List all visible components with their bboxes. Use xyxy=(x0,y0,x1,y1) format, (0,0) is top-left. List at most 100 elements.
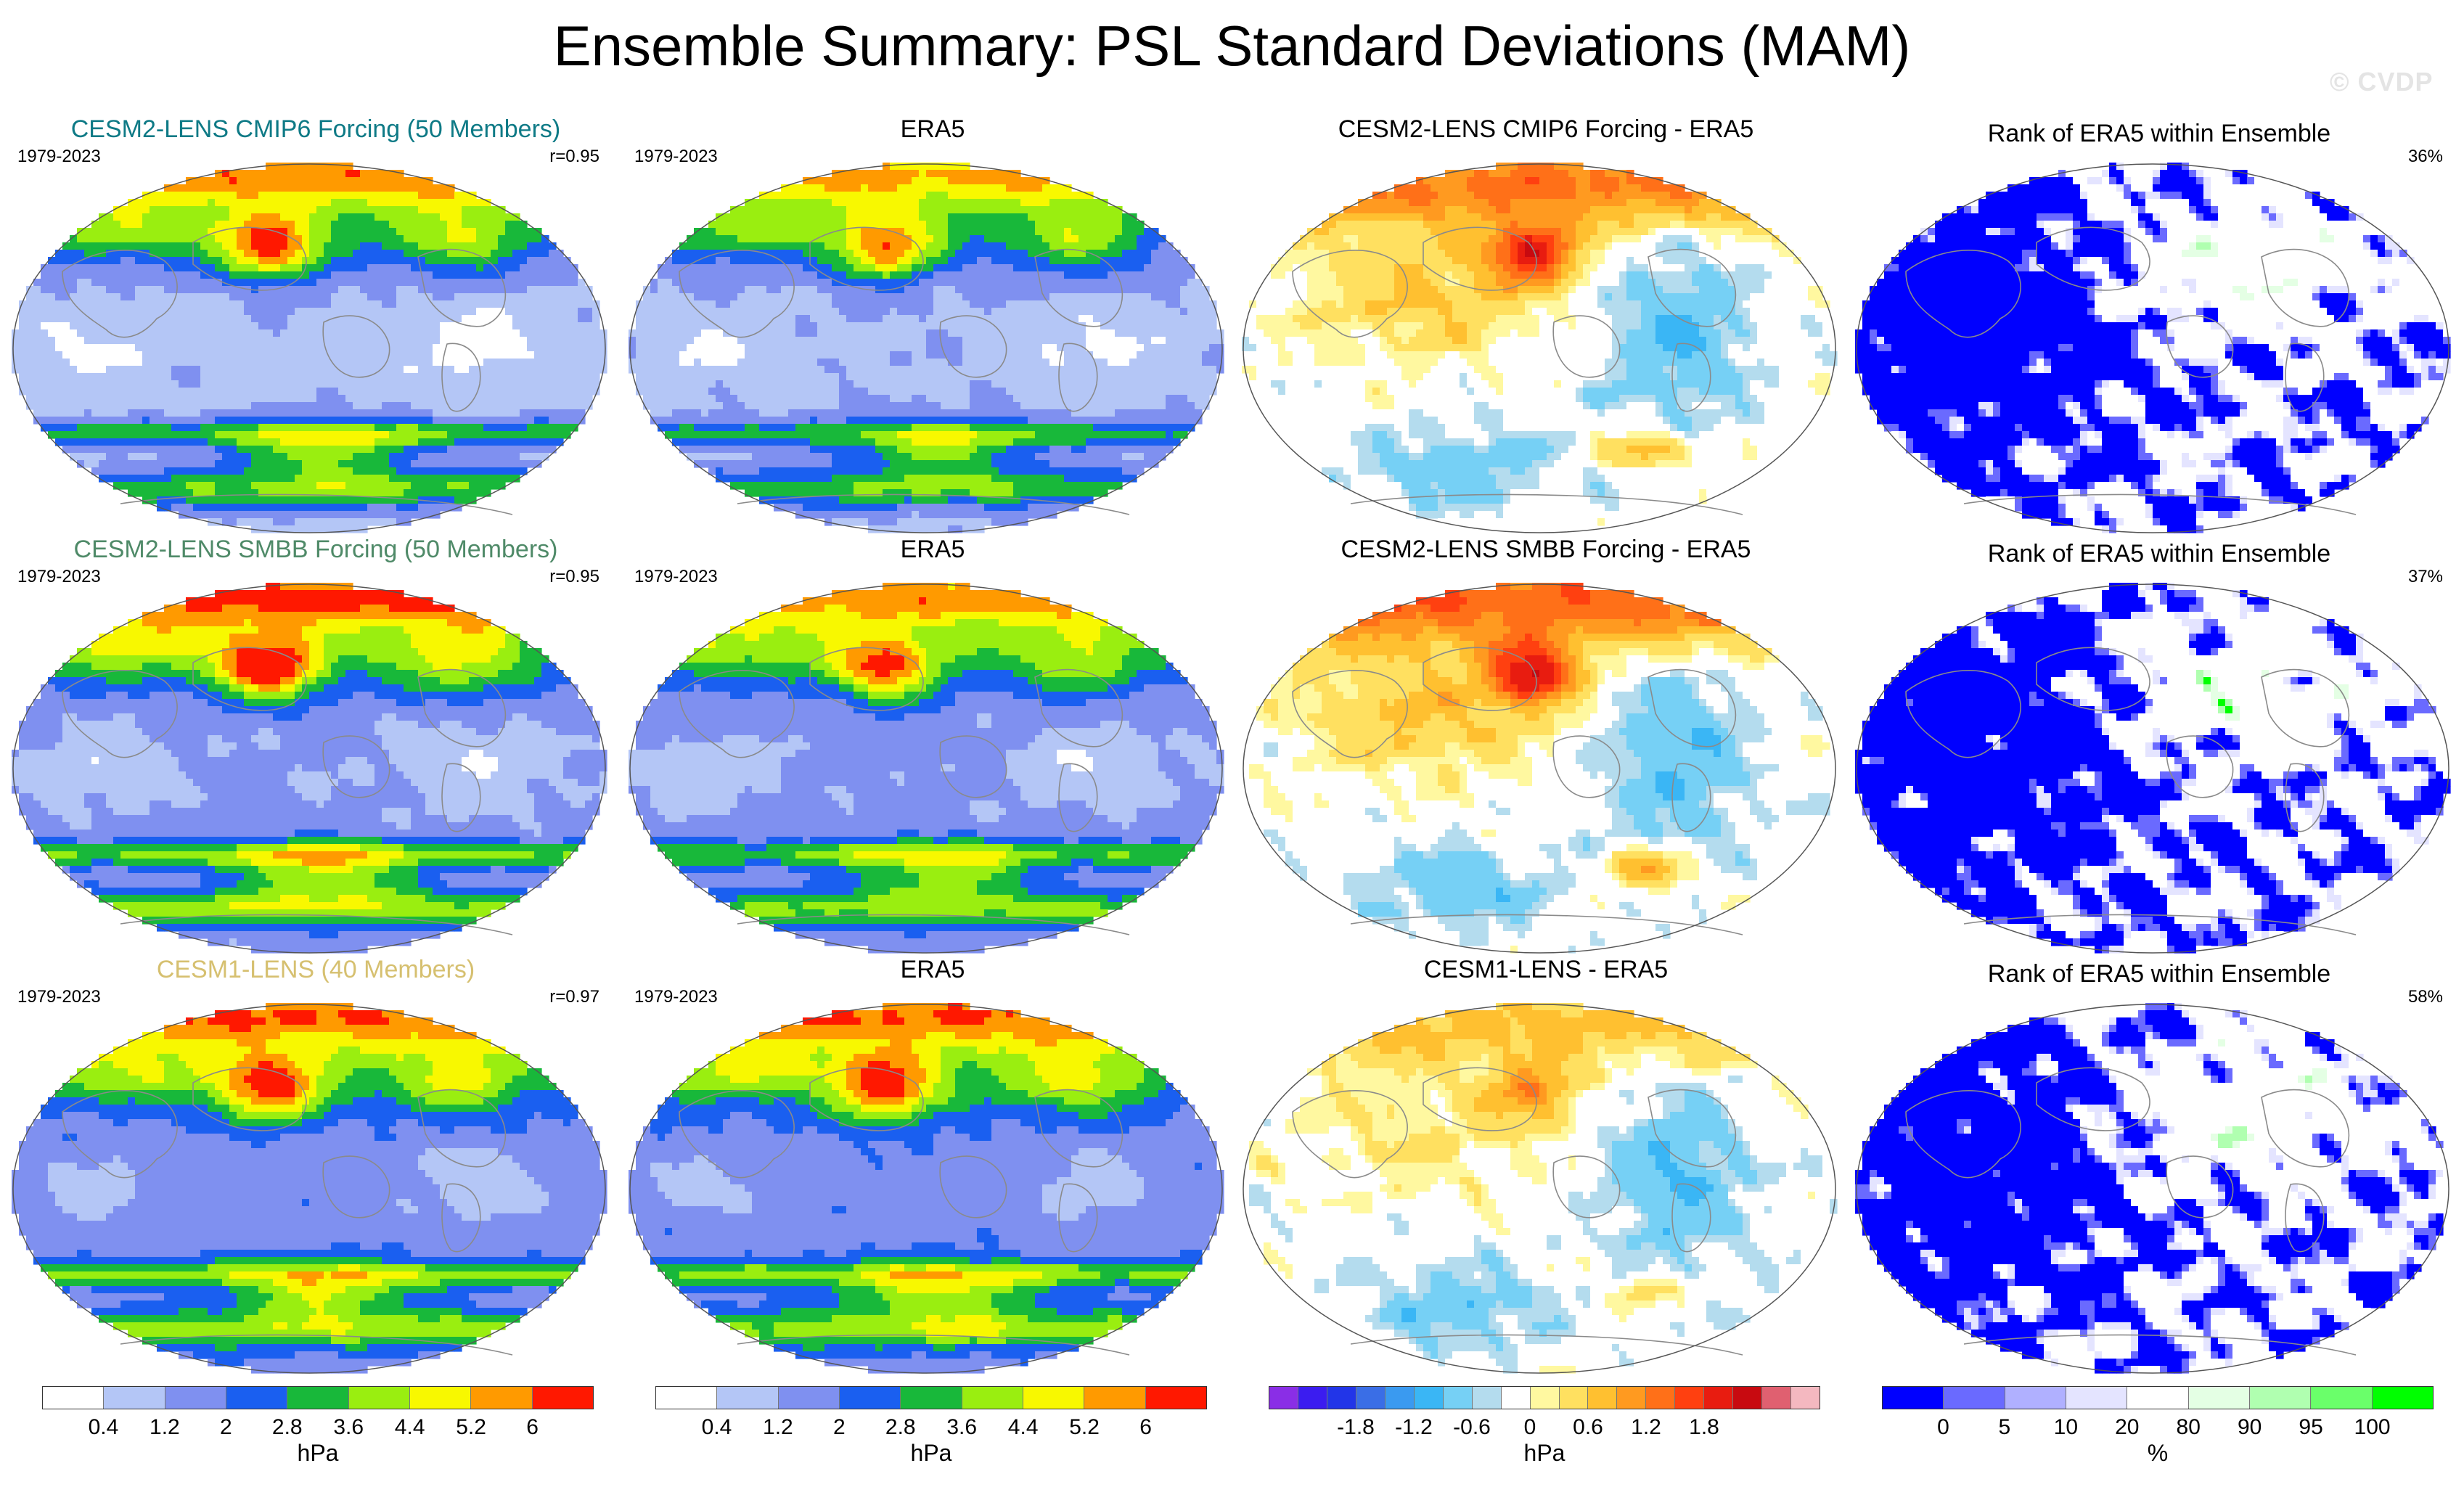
heatmap-cell xyxy=(875,206,883,214)
heatmap-cell xyxy=(962,279,970,287)
heatmap-cell xyxy=(287,395,295,403)
heatmap-cell xyxy=(433,337,441,345)
heatmap-cell xyxy=(1173,344,1181,352)
heatmap-cell xyxy=(687,242,695,250)
heatmap-cell xyxy=(991,308,999,316)
heatmap-cell xyxy=(1202,308,1210,316)
heatmap-cell xyxy=(404,213,412,221)
heatmap-cell xyxy=(962,308,970,316)
heatmap-cell xyxy=(476,271,484,279)
heatmap-cell xyxy=(309,489,317,497)
heatmap-cell xyxy=(374,518,382,526)
heatmap-cell xyxy=(948,213,956,221)
heatmap-cell xyxy=(62,322,70,330)
heatmap-cell xyxy=(955,250,963,258)
heatmap-cell xyxy=(266,424,274,432)
heatmap-cell xyxy=(948,337,956,345)
heatmap-cell xyxy=(200,467,208,475)
heatmap-cell xyxy=(302,380,310,388)
heatmap-cell xyxy=(273,446,281,454)
heatmap-cell xyxy=(84,409,92,417)
heatmap-cell xyxy=(454,329,462,337)
heatmap-cell xyxy=(476,264,484,272)
heatmap-cell xyxy=(273,199,281,207)
heatmap-cell xyxy=(404,221,412,229)
heatmap-cell xyxy=(1202,315,1210,323)
heatmap-cell xyxy=(266,359,274,366)
heatmap-cell xyxy=(244,257,252,265)
heatmap-cell xyxy=(984,184,992,192)
heatmap-cell xyxy=(367,192,375,200)
heatmap-cell xyxy=(1020,322,1028,330)
heatmap-cell xyxy=(331,438,339,446)
heatmap-cell xyxy=(984,170,992,178)
heatmap-cell xyxy=(868,206,876,214)
heatmap-cell xyxy=(520,417,528,425)
heatmap-cell xyxy=(839,221,847,229)
heatmap-cell xyxy=(128,402,136,410)
heatmap-cell xyxy=(897,257,905,265)
heatmap-cell xyxy=(527,395,535,403)
heatmap-cell xyxy=(360,511,368,519)
heatmap-cell xyxy=(774,322,782,330)
heatmap-cell xyxy=(1013,250,1021,258)
heatmap-cell xyxy=(193,315,201,323)
heatmap-cell xyxy=(868,199,876,207)
heatmap-cell xyxy=(157,264,165,272)
heatmap-cell xyxy=(91,286,99,294)
heatmap-cell xyxy=(389,359,397,366)
heatmap-cell xyxy=(817,322,825,330)
heatmap-cell xyxy=(302,482,310,490)
heatmap-cell xyxy=(142,293,150,301)
heatmap-cell xyxy=(360,431,368,439)
heatmap-cell xyxy=(396,242,404,250)
heatmap-cell xyxy=(295,221,303,229)
heatmap-cell xyxy=(273,293,281,301)
heatmap-cell xyxy=(679,271,687,279)
heatmap-cell xyxy=(955,235,963,243)
heatmap-cell xyxy=(1006,279,1014,287)
heatmap-cell xyxy=(389,221,397,229)
heatmap-cell xyxy=(142,446,150,454)
heatmap-cell xyxy=(360,235,368,243)
heatmap-cell xyxy=(832,199,840,207)
heatmap-cell xyxy=(295,438,303,446)
heatmap-cell xyxy=(91,308,99,316)
heatmap-cell xyxy=(970,235,978,243)
heatmap-cell xyxy=(200,482,208,490)
heatmap-cell xyxy=(164,496,172,504)
heatmap-cell xyxy=(382,380,390,388)
heatmap-cell xyxy=(970,279,978,287)
heatmap-cell xyxy=(208,424,216,432)
heatmap-cell xyxy=(411,192,419,200)
heatmap-cell xyxy=(454,271,462,279)
heatmap-cell xyxy=(208,293,216,301)
heatmap-cell xyxy=(411,264,419,272)
heatmap-cell xyxy=(171,446,179,454)
heatmap-cell xyxy=(404,489,412,497)
heatmap-cell xyxy=(520,300,528,308)
heatmap-cell xyxy=(208,242,216,250)
heatmap-cell xyxy=(585,337,593,345)
heatmap-cell xyxy=(926,286,934,294)
heatmap-cell xyxy=(977,322,985,330)
heatmap-cell xyxy=(179,504,187,512)
heatmap-cell xyxy=(208,213,216,221)
heatmap-cell xyxy=(912,308,920,316)
heatmap-cell xyxy=(353,351,361,359)
heatmap-cell xyxy=(367,366,375,374)
heatmap-cell xyxy=(215,315,223,323)
heatmap-cell xyxy=(70,279,78,287)
heatmap-cell xyxy=(99,409,107,417)
heatmap-cell xyxy=(411,322,419,330)
heatmap-cell xyxy=(215,395,223,403)
heatmap-cell xyxy=(774,264,782,272)
heatmap-cell xyxy=(868,250,876,258)
heatmap-cell xyxy=(237,228,245,236)
heatmap-cell xyxy=(266,431,274,439)
heatmap-cell xyxy=(462,228,470,236)
heatmap-cell xyxy=(200,446,208,454)
heatmap-cell xyxy=(128,395,136,403)
heatmap-cell xyxy=(404,235,412,243)
heatmap-cell xyxy=(186,192,194,200)
